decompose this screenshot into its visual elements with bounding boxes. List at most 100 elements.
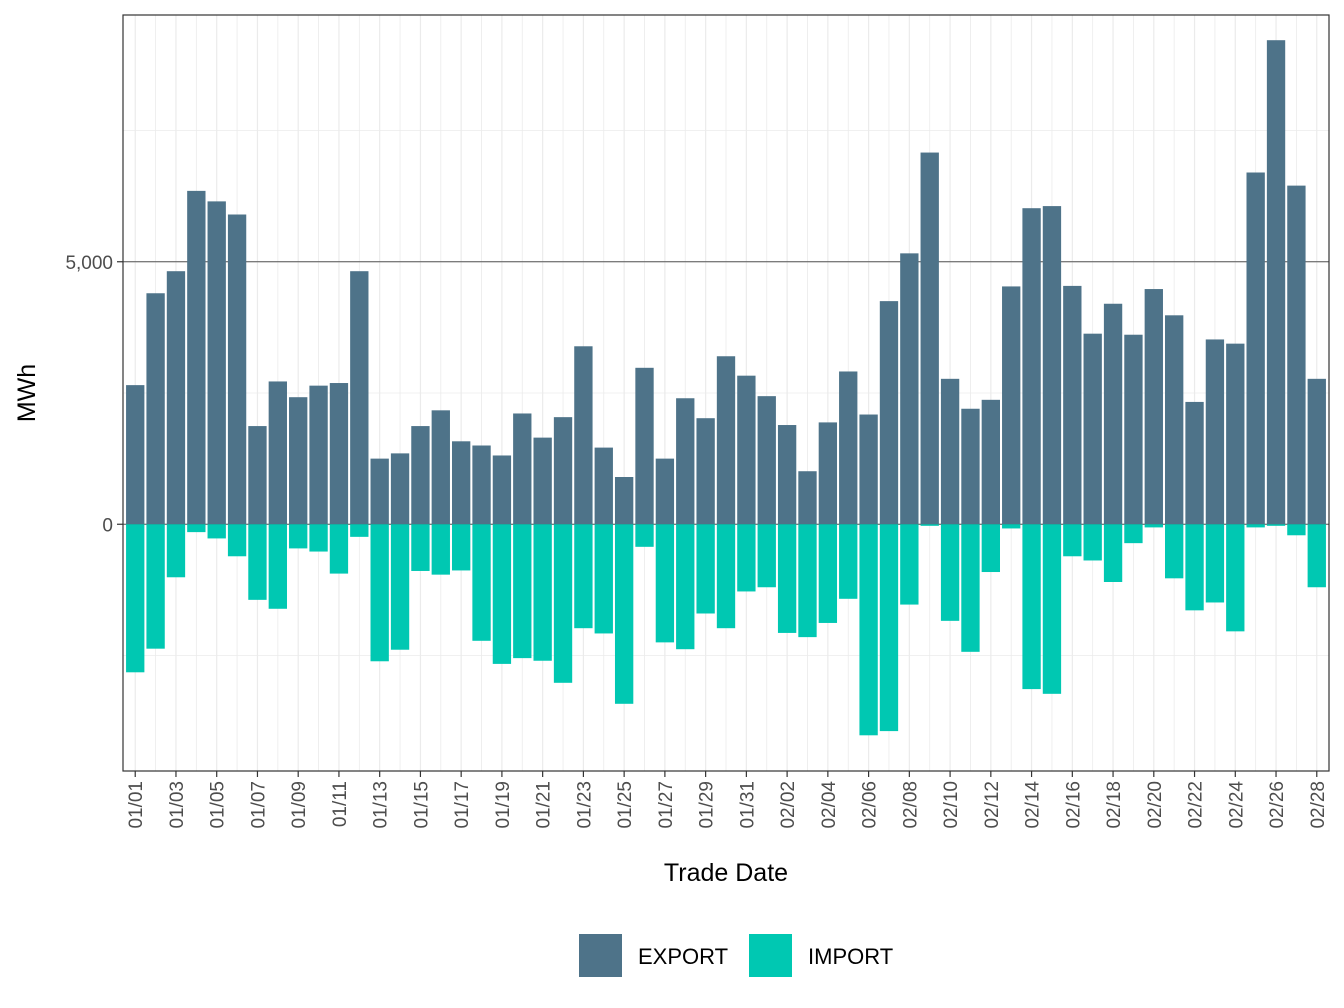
bar-export-02-05 <box>839 371 858 525</box>
bar-export-01-04 <box>187 190 206 525</box>
bar-import-02-12 <box>981 524 1000 573</box>
bar-export-01-26 <box>635 367 654 525</box>
bar-export-02-14 <box>1022 208 1041 525</box>
bar-export-01-07 <box>248 426 267 525</box>
bar-import-02-20 <box>1144 524 1163 528</box>
bar-export-01-14 <box>390 453 410 525</box>
bar-import-02-01 <box>757 524 776 588</box>
bar-import-02-16 <box>1063 524 1082 557</box>
bar-export-02-04 <box>818 422 838 525</box>
x-tick-label: 02/24 <box>1226 781 1247 829</box>
bar-export-01-02 <box>146 293 165 525</box>
bar-export-01-06 <box>227 214 247 525</box>
bar-export-01-11 <box>329 383 349 525</box>
bar-import-01-28 <box>676 524 695 650</box>
x-tick-label: 01/23 <box>574 781 595 829</box>
bar-import-01-31 <box>737 524 756 592</box>
bars <box>126 40 1326 736</box>
bar-import-01-23 <box>574 524 593 629</box>
bar-export-01-15 <box>411 426 430 525</box>
x-tick-label: 01/29 <box>697 781 718 829</box>
bar-import-01-03 <box>166 524 186 578</box>
x-tick-label: 01/15 <box>411 781 432 829</box>
bar-import-02-28 <box>1307 524 1326 588</box>
bar-import-01-08 <box>268 524 287 609</box>
bar-export-01-09 <box>289 397 308 525</box>
bar-export-01-01 <box>126 385 145 525</box>
bar-export-02-07 <box>879 301 899 525</box>
bar-export-02-03 <box>798 471 817 525</box>
bar-export-01-03 <box>166 271 186 525</box>
x-tick-label: 02/26 <box>1267 781 1288 829</box>
plot-border <box>122 14 1330 772</box>
bar-import-01-17 <box>452 524 471 571</box>
x-tick-label: 02/28 <box>1308 781 1329 829</box>
bar-export-01-19 <box>492 455 512 525</box>
bar-export-02-08 <box>900 253 919 525</box>
bar-export-02-24 <box>1226 343 1245 525</box>
x-axis: 01/01 01/03 01/05 01/07 01/09 01/11 01/13 01/15… <box>126 771 1329 829</box>
bar-import-02-06 <box>859 524 878 736</box>
bar-import-01-13 <box>370 524 389 662</box>
x-tick-label: 02/16 <box>1063 781 1084 829</box>
bar-import-02-23 <box>1205 524 1225 603</box>
x-tick-label: 02/06 <box>860 781 881 829</box>
bar-import-02-24 <box>1226 524 1245 632</box>
bar-import-01-29 <box>696 524 715 614</box>
bar-export-02-16 <box>1063 285 1082 525</box>
bar-export-02-18 <box>1103 303 1123 525</box>
bar-import-01-11 <box>329 524 349 574</box>
bar-import-01-07 <box>248 524 267 600</box>
legend: EXPORT IMPORT <box>579 934 893 977</box>
bar-import-01-19 <box>492 524 512 664</box>
x-tick-label: 01/09 <box>289 781 310 829</box>
x-tick-label: 01/17 <box>452 781 473 829</box>
bar-export-02-21 <box>1165 315 1184 525</box>
bar-export-01-29 <box>696 418 715 525</box>
legend-label-import: IMPORT <box>808 944 893 969</box>
bar-export-02-25 <box>1246 172 1265 525</box>
x-tick-label: 01/13 <box>371 781 392 829</box>
bar-import-01-16 <box>431 524 450 575</box>
bar-import-01-27 <box>655 524 675 643</box>
bar-import-01-09 <box>289 524 308 549</box>
legend-key-import <box>749 934 792 977</box>
x-tick-label: 01/25 <box>615 781 636 829</box>
x-tick-label: 01/19 <box>493 781 514 829</box>
bar-import-01-14 <box>390 524 410 650</box>
bar-import-02-05 <box>839 524 858 599</box>
bar-export-01-28 <box>676 398 695 525</box>
bar-import-02-21 <box>1165 524 1184 579</box>
bar-import-02-18 <box>1103 524 1123 582</box>
bar-export-01-10 <box>309 385 328 525</box>
bar-import-01-02 <box>146 524 165 649</box>
bar-export-01-31 <box>737 375 756 525</box>
bar-import-02-17 <box>1083 524 1102 561</box>
bar-export-01-30 <box>716 356 736 525</box>
bar-import-02-08 <box>900 524 919 605</box>
bar-export-02-12 <box>981 399 1000 525</box>
x-tick-label: 02/08 <box>900 781 921 829</box>
legend-key-export <box>579 934 622 977</box>
bar-import-01-10 <box>309 524 328 552</box>
x-tick-label: 02/10 <box>941 781 962 829</box>
bar-export-01-23 <box>574 346 593 525</box>
bar-export-02-23 <box>1205 339 1225 525</box>
x-tick-label: 01/07 <box>248 781 269 829</box>
bar-export-01-27 <box>655 458 675 525</box>
bar-import-01-18 <box>472 524 491 641</box>
bar-export-02-11 <box>961 408 980 525</box>
bar-import-02-03 <box>798 524 817 638</box>
x-axis-title: Trade Date <box>664 859 788 887</box>
bar-import-02-19 <box>1124 524 1143 544</box>
x-tick-label: 02/18 <box>1104 781 1125 829</box>
bar-export-02-26 <box>1266 40 1286 525</box>
bar-import-01-01 <box>126 524 145 673</box>
bar-import-02-26 <box>1266 524 1286 526</box>
x-tick-label: 01/27 <box>656 781 677 829</box>
x-tick-label: 02/20 <box>1145 781 1166 829</box>
bar-import-02-13 <box>1002 524 1021 529</box>
bar-import-01-05 <box>207 524 226 539</box>
x-tick-label: 02/22 <box>1186 781 1207 829</box>
x-tick-label: 01/31 <box>737 781 758 829</box>
